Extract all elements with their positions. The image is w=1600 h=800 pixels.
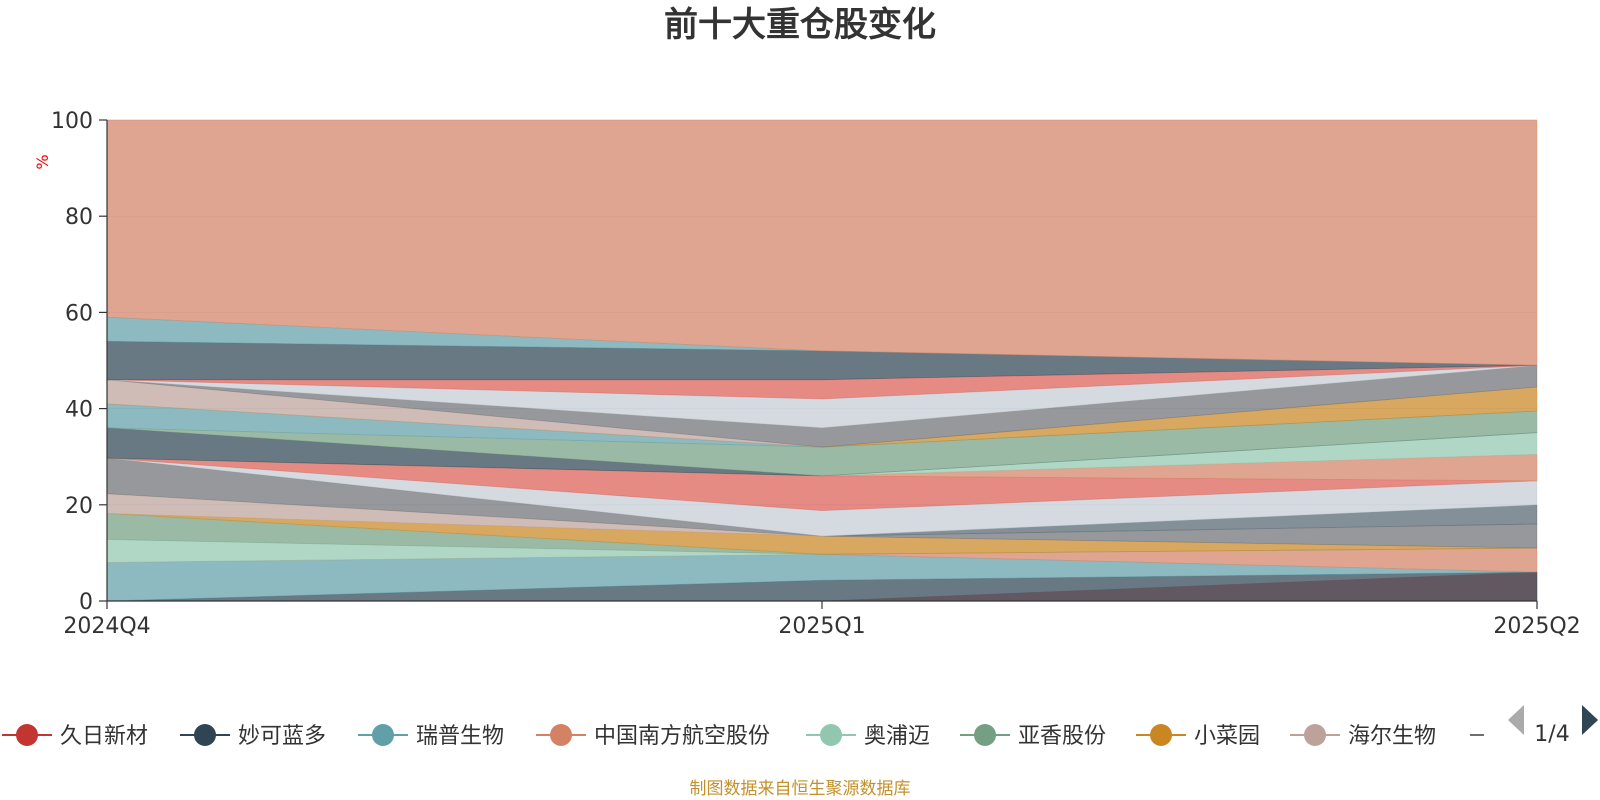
legend-item[interactable]: 妙可蓝多 bbox=[180, 724, 326, 749]
legend-marker-icon bbox=[1304, 724, 1326, 746]
legend-pager: 1/4 bbox=[1508, 705, 1598, 747]
legend-marker-icon bbox=[974, 724, 996, 746]
legend-marker-icon bbox=[16, 724, 38, 746]
legend-next-arrow-icon[interactable] bbox=[1582, 705, 1598, 735]
legend-label: 瑞普生物 bbox=[416, 724, 504, 749]
area-band-3[interactable] bbox=[106, 547, 1538, 573]
legend-item[interactable]: 小菜园 bbox=[1136, 724, 1260, 749]
y-tick-label: 0 bbox=[79, 590, 93, 615]
legend-item[interactable]: 中国南方航空股份 bbox=[536, 724, 770, 749]
y-tick-label: 20 bbox=[65, 494, 93, 519]
legend-marker-icon bbox=[1150, 724, 1172, 746]
legend-item[interactable]: 亚香股份 bbox=[960, 724, 1106, 749]
area-layer bbox=[106, 119, 1538, 602]
legend-marker-icon bbox=[550, 724, 572, 746]
legend-item[interactable]: 久日新材 bbox=[2, 724, 148, 749]
x-tick-label: 2025Q2 bbox=[1493, 614, 1580, 639]
legend-page-indicator: 1/4 bbox=[1534, 722, 1569, 747]
legend: 久日新材 妙可蓝多 瑞普生物 中国南方航空股份 奥浦迈 亚香股份 小菜园 海尔生物 bbox=[2, 724, 1484, 749]
legend-marker-icon bbox=[820, 724, 842, 746]
legend-label: 中国南方航空股份 bbox=[594, 724, 770, 749]
chart-title: 前十大重仓股变化 bbox=[664, 5, 936, 45]
y-tick-label: 40 bbox=[65, 398, 93, 423]
y-tick-label: 80 bbox=[65, 205, 93, 230]
legend-item[interactable]: 海尔生物 bbox=[1290, 724, 1436, 749]
y-axis-unit-label: % bbox=[33, 154, 52, 169]
axis-layer: 0 20 40 60 80 100 2024Q4 2025Q1 2025Q2 bbox=[51, 109, 1581, 639]
legend-prev-arrow-icon[interactable] bbox=[1508, 705, 1524, 735]
legend-marker-icon bbox=[372, 724, 394, 746]
legend-item[interactable]: 瑞普生物 bbox=[358, 724, 504, 749]
area-band-19[interactable] bbox=[106, 364, 1538, 448]
legend-label: 亚香股份 bbox=[1018, 724, 1106, 749]
legend-label: 妙可蓝多 bbox=[238, 724, 326, 749]
area-band-10[interactable] bbox=[106, 457, 1538, 537]
y-tick-label: 100 bbox=[51, 109, 93, 134]
legend-label: 久日新材 bbox=[60, 724, 148, 749]
y-tick-label: 60 bbox=[65, 301, 93, 326]
x-tick-label: 2024Q4 bbox=[63, 614, 150, 639]
x-tick-label: 2025Q1 bbox=[778, 614, 865, 639]
legend-marker-icon bbox=[194, 724, 216, 746]
legend-label: 小菜园 bbox=[1194, 724, 1260, 749]
legend-label: 奥浦迈 bbox=[864, 724, 930, 749]
legend-label: 海尔生物 bbox=[1348, 724, 1436, 749]
data-source-note: 制图数据来自恒生聚源数据库 bbox=[690, 779, 911, 799]
legend-item[interactable]: 奥浦迈 bbox=[806, 724, 930, 749]
